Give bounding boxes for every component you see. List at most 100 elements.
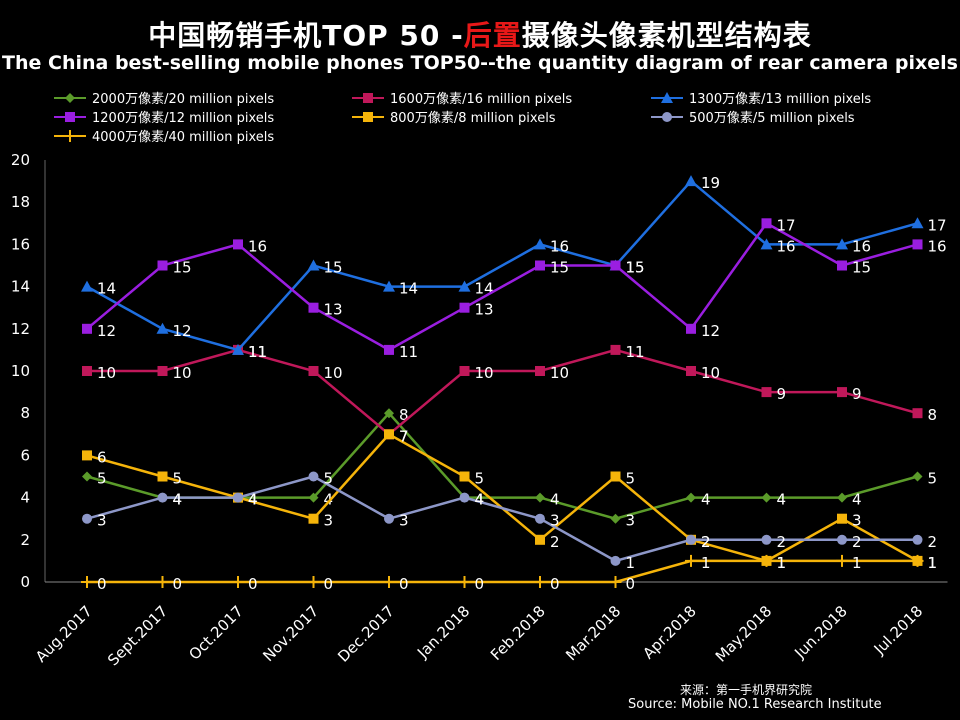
data-label: 5	[626, 470, 636, 488]
data-label: 4	[777, 491, 787, 509]
data-label: 1	[852, 554, 862, 572]
data-label: 11	[399, 343, 418, 361]
x-tick-label: Nov.2017	[259, 602, 322, 665]
series-line	[87, 348, 918, 436]
data-label: 4	[701, 491, 711, 509]
data-label: 3	[852, 512, 862, 530]
data-label: 11	[248, 343, 267, 361]
title-highlight: 后置	[463, 19, 522, 52]
data-point	[837, 260, 847, 271]
data-label: 0	[475, 575, 485, 593]
data-point	[81, 280, 93, 292]
data-point	[912, 534, 923, 545]
data-label: 1	[701, 554, 711, 572]
data-label: 2	[701, 533, 711, 551]
x-tick-label: Apr.2018	[639, 602, 699, 662]
data-label: 4	[852, 491, 862, 509]
data-label: 8	[928, 406, 938, 424]
data-label: 3	[324, 512, 334, 530]
data-label: 4	[248, 491, 258, 509]
data-point	[837, 387, 847, 398]
data-point	[384, 408, 394, 419]
y-tick-label: 8	[20, 404, 30, 422]
x-tick-label: May.2018	[712, 602, 776, 666]
data-label: 4	[173, 491, 183, 509]
data-point	[912, 408, 923, 419]
title-prefix: 中国畅销手机TOP 50 -	[148, 19, 464, 52]
data-label: 8	[399, 406, 409, 424]
data-point	[82, 366, 92, 376]
x-tick-label: Jul.2018	[870, 602, 927, 659]
data-point	[837, 492, 847, 503]
data-label: 10	[701, 364, 720, 382]
data-point	[837, 513, 847, 524]
x-tick-label: Jan.2018	[413, 602, 473, 662]
legend-label: 1200万像素/12 million pixels	[92, 111, 274, 126]
y-tick-label: 20	[11, 151, 30, 169]
data-point	[384, 429, 394, 440]
legend-label: 4000万像素/40 million pixels	[92, 130, 274, 145]
data-label: 0	[626, 575, 636, 593]
data-point	[761, 492, 772, 503]
data-point	[686, 323, 696, 334]
data-label: 10	[475, 364, 494, 382]
data-label: 17	[928, 216, 947, 234]
data-point	[308, 492, 319, 503]
data-label: 15	[626, 259, 645, 277]
data-label: 5	[97, 470, 107, 488]
data-label: 12	[701, 322, 720, 340]
legend-label: 1600万像素/16 million pixels	[390, 92, 572, 107]
data-label: 0	[248, 575, 258, 593]
data-label: 11	[248, 343, 267, 361]
data-point	[535, 492, 545, 503]
data-point	[233, 239, 243, 250]
data-point	[383, 280, 395, 292]
x-tick-label: Mar.2018	[562, 602, 624, 664]
data-label: 1	[626, 554, 636, 572]
legend-marker	[65, 93, 75, 103]
data-label: 5	[173, 470, 183, 488]
data-point	[82, 450, 92, 461]
data-point	[459, 492, 470, 503]
data-label: 14	[399, 280, 418, 298]
data-point	[760, 238, 773, 250]
data-label: 0	[97, 575, 107, 593]
data-point	[157, 492, 168, 503]
series-line	[86, 475, 918, 563]
x-tick-label: Sept.2017	[104, 602, 171, 669]
data-label: 2	[928, 533, 938, 551]
data-point	[534, 238, 546, 250]
data-label: 4	[173, 491, 183, 509]
data-point	[836, 238, 848, 250]
data-label: 5	[928, 470, 938, 488]
data-point	[308, 366, 319, 376]
data-label: 5	[324, 470, 334, 488]
data-point	[610, 260, 621, 271]
source-cn: 来源：第一手机界研究院	[680, 683, 813, 697]
data-point	[686, 534, 696, 545]
data-label: 15	[324, 259, 343, 277]
data-label: 16	[550, 237, 569, 255]
data-point	[761, 218, 772, 229]
data-label: 3	[399, 512, 409, 530]
y-tick-label: 6	[20, 446, 30, 464]
data-point	[458, 280, 471, 292]
y-tick-label: 0	[20, 573, 30, 591]
data-label: 13	[475, 301, 494, 319]
data-label: 0	[399, 575, 409, 593]
data-label: 7	[399, 427, 409, 445]
legend-marker	[662, 112, 672, 122]
data-label: 2	[701, 533, 711, 551]
data-label: 9	[777, 385, 787, 403]
x-tick-label: Dec.2017	[334, 602, 398, 666]
data-point	[307, 259, 320, 271]
x-tick-label: Jun.2018	[790, 602, 850, 662]
data-point	[686, 366, 696, 376]
legend-label: 500万像素/5 million pixels	[689, 111, 855, 126]
data-label: 2	[550, 533, 560, 551]
data-point	[535, 513, 545, 524]
data-label: 19	[701, 174, 720, 192]
data-point	[308, 471, 319, 482]
data-point	[308, 302, 319, 313]
data-label: 5	[475, 470, 485, 488]
